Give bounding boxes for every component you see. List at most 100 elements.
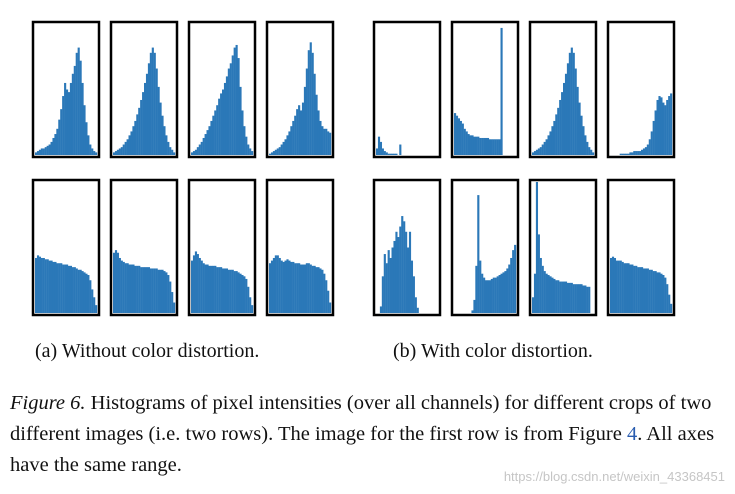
histogram-bar	[555, 114, 558, 155]
histogram-bar	[171, 292, 174, 313]
histogram-bar	[284, 260, 287, 313]
histogram-bar	[155, 68, 158, 155]
histogram-bar	[128, 264, 131, 313]
histogram-bar	[473, 299, 476, 313]
histogram-bar	[225, 76, 229, 155]
histogram-bar	[269, 263, 272, 313]
histogram-bar	[553, 120, 556, 155]
histogram-bar	[159, 102, 162, 155]
histogram-bar	[327, 131, 330, 155]
histogram-bar	[35, 152, 38, 155]
histogram-bar	[46, 145, 49, 155]
histogram-bar	[239, 273, 242, 313]
histogram-bar	[305, 68, 308, 155]
histogram-bar	[69, 82, 73, 155]
figure-reference-link[interactable]: 4	[626, 423, 638, 445]
caption-text-1: Histograms of pixel intensities (over al…	[10, 392, 712, 445]
histogram-bar	[288, 131, 291, 155]
histogram-bar	[582, 285, 585, 313]
histogram-bar	[660, 97, 663, 155]
histogram-bar	[300, 264, 303, 313]
histogram-bar	[582, 126, 585, 155]
histogram-bar	[269, 153, 272, 155]
histogram-bar	[397, 237, 400, 313]
histogram-panel-b-1-3	[606, 178, 676, 317]
histogram-bar	[648, 139, 651, 155]
histogram-frame	[265, 20, 335, 159]
histogram-bar	[532, 152, 535, 155]
histogram-panel-a-0-3	[265, 20, 335, 159]
histogram-bar	[615, 260, 618, 313]
histogram-bar	[134, 265, 137, 313]
histogram-bar	[208, 126, 211, 155]
histogram-bar	[584, 135, 587, 155]
histogram-grid	[31, 20, 676, 317]
histogram-bar	[498, 275, 501, 313]
histogram-bar	[235, 44, 238, 155]
histogram-bar	[323, 273, 326, 313]
histogram-bar	[555, 280, 558, 313]
histogram-bar	[79, 60, 82, 155]
histogram-bar	[208, 265, 211, 313]
histogram-bar	[231, 269, 234, 313]
histogram-bar	[60, 263, 63, 313]
histogram-bar	[67, 265, 71, 313]
histogram-bar	[75, 52, 78, 155]
histogram-bar	[286, 135, 289, 155]
histogram-bar	[479, 260, 482, 313]
histogram-bar	[85, 122, 88, 155]
histogram-bar	[173, 152, 176, 155]
histogram-bar	[167, 275, 170, 313]
histogram-bar	[272, 151, 276, 155]
histogram-bar	[504, 271, 507, 313]
histogram-bar	[206, 130, 209, 155]
histogram-bar	[654, 110, 657, 155]
histogram-bar	[216, 267, 219, 313]
histogram-panel-b-0-0	[372, 20, 442, 159]
histogram-bar	[204, 134, 207, 155]
histogram-bar	[481, 137, 484, 155]
histogram-bar	[81, 271, 84, 313]
histogram-bar	[644, 147, 648, 155]
histogram-bar	[395, 231, 398, 313]
histogram-bar	[549, 131, 552, 155]
histogram-bar	[145, 73, 149, 155]
histogram-bar	[553, 278, 556, 313]
histogram-frame	[528, 20, 598, 159]
histogram-bar	[393, 153, 396, 155]
histogram-bar	[664, 105, 667, 155]
histogram-bar	[157, 269, 160, 313]
histogram-bar	[485, 137, 488, 155]
histogram-bar	[473, 136, 476, 155]
histogram-bar	[245, 136, 248, 155]
histogram-bar	[38, 256, 42, 313]
histogram-bar	[247, 144, 250, 155]
histogram-bar	[617, 260, 620, 313]
histogram-bar	[564, 281, 568, 313]
histogram-bar	[212, 265, 215, 313]
histogram-bar	[399, 144, 402, 155]
histogram-bar	[376, 148, 379, 155]
histogram-bar	[191, 152, 194, 155]
histogram-bar	[537, 148, 540, 155]
histogram-bar	[167, 141, 170, 155]
histogram-bar	[668, 294, 671, 313]
histogram-panel-a-1-3	[265, 178, 335, 317]
histogram-bar	[278, 257, 281, 313]
subcaption-a: (a) Without color distortion.	[35, 340, 260, 362]
histogram-bar	[40, 148, 43, 155]
histogram-bar	[389, 257, 392, 313]
histogram-bar	[570, 282, 573, 313]
histogram-bar	[668, 96, 671, 155]
histogram-bar	[635, 151, 638, 155]
histogram-bar	[662, 275, 665, 313]
histogram-bar	[590, 149, 593, 155]
histogram-bar	[637, 267, 640, 313]
histogram-bar	[216, 105, 219, 155]
histogram-bar	[648, 269, 651, 313]
histogram-bar	[288, 260, 291, 313]
histogram-bar	[196, 254, 199, 313]
histogram-bar	[126, 263, 129, 313]
histogram-bar	[241, 110, 244, 155]
histogram-bar	[670, 303, 673, 313]
